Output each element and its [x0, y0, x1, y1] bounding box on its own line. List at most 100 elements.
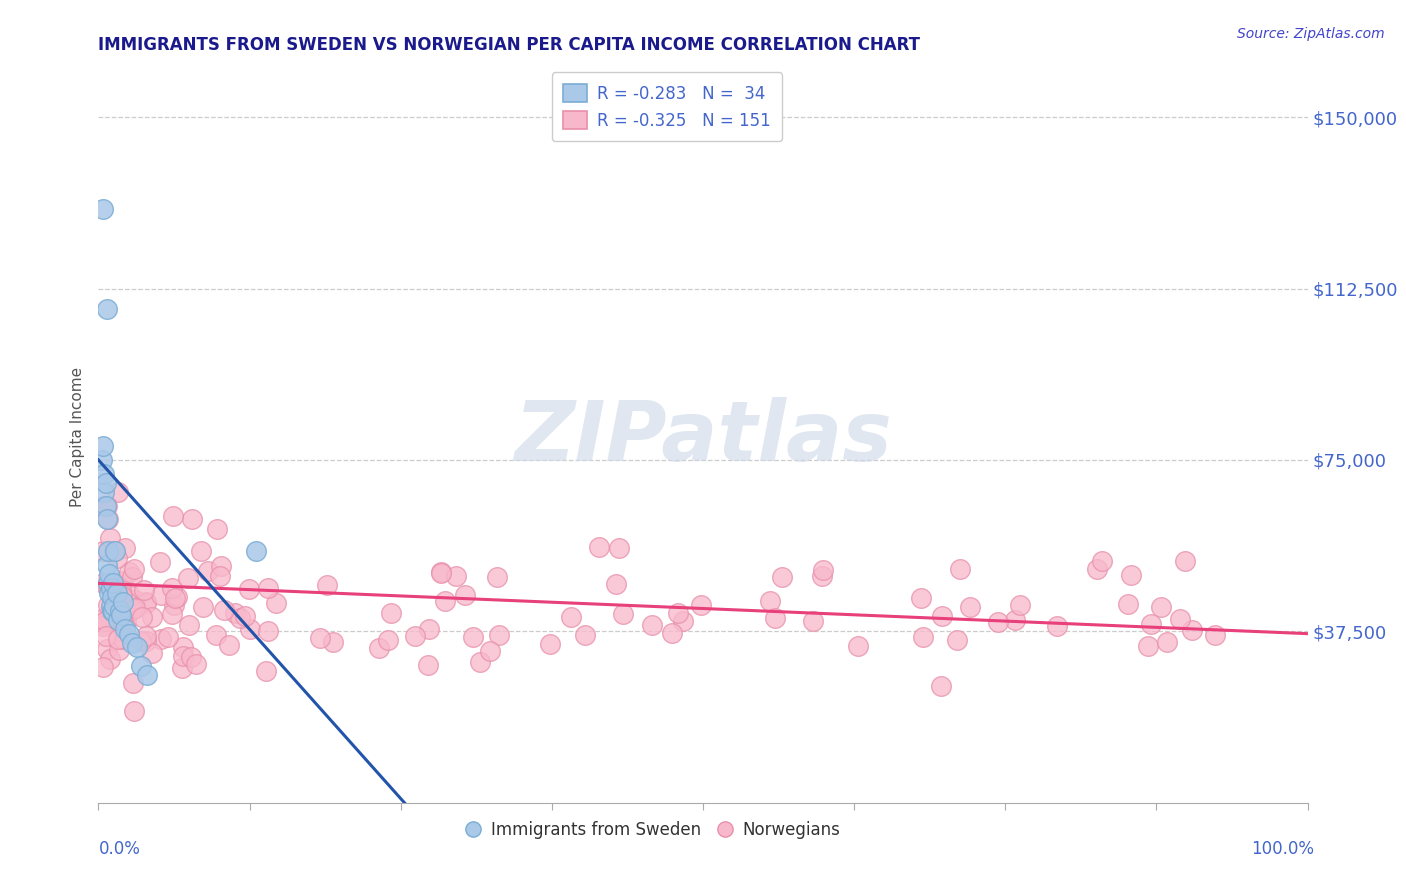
Point: [163, 591, 186, 605]
Point: [96, 499, 118, 513]
Point: [162, 509, 184, 524]
Point: [110, 608, 132, 623]
Point: [91, 202, 114, 216]
Point: [93, 484, 115, 499]
Point: [93, 611, 115, 625]
Point: [100, 581, 122, 595]
Text: ZIPatlas: ZIPatlas: [515, 397, 891, 477]
Point: [91, 499, 114, 513]
Point: [486, 569, 509, 583]
Point: [91, 660, 114, 674]
Point: [538, 637, 561, 651]
Point: [1204, 628, 1226, 642]
Point: [1118, 597, 1140, 611]
Text: 0.0%: 0.0%: [98, 840, 141, 858]
Point: [257, 581, 280, 595]
Point: [672, 614, 695, 628]
Point: [416, 658, 439, 673]
Point: [94, 629, 117, 643]
Point: [607, 541, 630, 555]
Point: [97, 512, 120, 526]
Point: [135, 634, 157, 648]
Point: [132, 582, 155, 597]
Point: [605, 576, 627, 591]
Point: [235, 609, 257, 624]
Point: [100, 599, 122, 614]
Point: [96, 558, 118, 573]
Point: [433, 594, 456, 608]
Point: [801, 614, 824, 628]
Point: [205, 521, 228, 535]
Point: [114, 541, 136, 555]
Point: [94, 615, 117, 629]
Point: [166, 591, 188, 605]
Point: [488, 628, 510, 642]
Point: [111, 632, 134, 647]
Y-axis label: Per Capita Income: Per Capita Income: [70, 367, 86, 508]
Point: [108, 580, 131, 594]
Point: [1174, 554, 1197, 568]
Point: [229, 611, 252, 625]
Point: [945, 633, 967, 648]
Point: [104, 544, 127, 558]
Point: [690, 599, 713, 613]
Point: [104, 616, 127, 631]
Point: [560, 610, 582, 624]
Point: [179, 617, 201, 632]
Point: [122, 704, 145, 718]
Point: [97, 598, 120, 612]
Point: [91, 543, 114, 558]
Point: [134, 595, 156, 609]
Point: [1091, 554, 1114, 568]
Point: [107, 613, 129, 627]
Point: [135, 628, 157, 642]
Point: [1004, 613, 1026, 627]
Point: [772, 570, 794, 584]
Point: [612, 607, 634, 621]
Point: [111, 589, 134, 603]
Point: [97, 544, 120, 558]
Point: [149, 588, 172, 602]
Point: [257, 624, 280, 639]
Point: [115, 593, 138, 607]
Point: [224, 606, 246, 620]
Point: [190, 544, 212, 558]
Text: Source: ZipAtlas.com: Source: ZipAtlas.com: [1237, 27, 1385, 41]
Point: [91, 619, 114, 633]
Point: [218, 638, 240, 652]
Point: [238, 582, 260, 596]
Point: [98, 585, 121, 599]
Point: [122, 602, 145, 616]
Point: [454, 588, 477, 602]
Point: [118, 565, 141, 579]
Point: [162, 607, 184, 622]
Point: [430, 566, 453, 580]
Point: [131, 609, 153, 624]
Point: [103, 544, 125, 558]
Point: [315, 578, 337, 592]
Point: [1010, 598, 1032, 612]
Point: [478, 643, 501, 657]
Point: [110, 586, 132, 600]
Point: [91, 576, 114, 591]
Point: [430, 566, 453, 580]
Point: [846, 640, 869, 654]
Point: [810, 569, 832, 583]
Point: [157, 630, 180, 644]
Point: [91, 616, 114, 631]
Point: [160, 581, 183, 595]
Point: [129, 658, 152, 673]
Point: [94, 475, 117, 490]
Point: [929, 679, 952, 693]
Point: [135, 596, 157, 610]
Point: [1156, 635, 1178, 649]
Point: [118, 626, 141, 640]
Point: [763, 611, 786, 625]
Point: [959, 600, 981, 615]
Point: [661, 625, 683, 640]
Point: [105, 551, 128, 566]
Point: [212, 603, 235, 617]
Point: [197, 565, 219, 579]
Point: [97, 576, 120, 591]
Point: [105, 583, 128, 598]
